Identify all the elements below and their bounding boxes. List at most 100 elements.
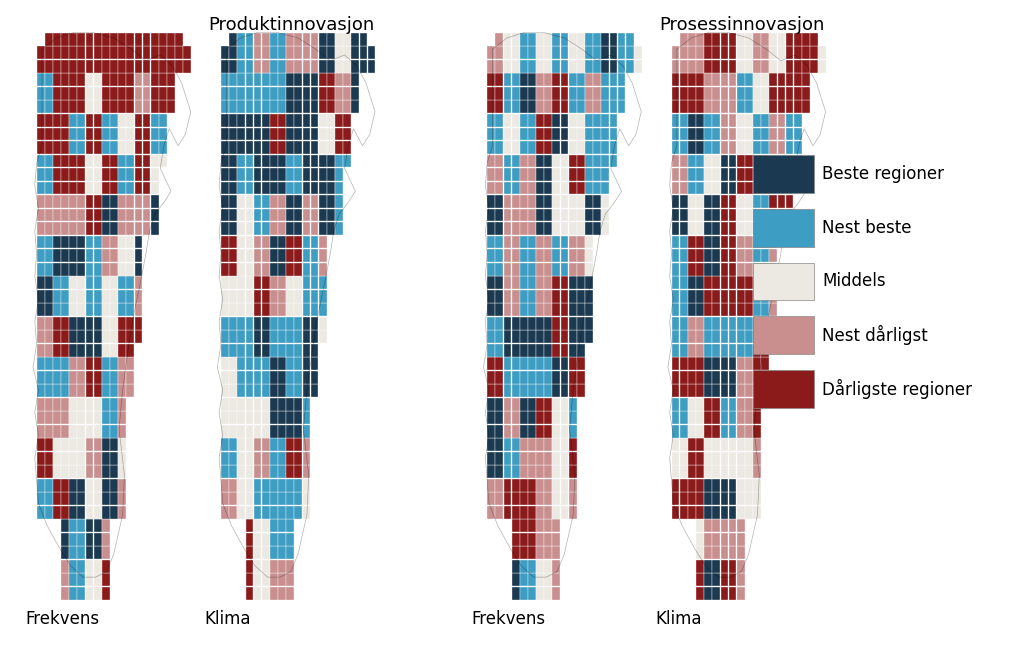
Bar (254, 208, 261, 221)
Bar (102, 249, 110, 262)
Bar (504, 249, 511, 262)
Bar (769, 87, 777, 100)
Bar (769, 222, 777, 235)
Bar (705, 60, 712, 73)
Bar (335, 128, 343, 141)
Bar (680, 303, 687, 316)
Bar (53, 398, 60, 411)
Bar (561, 114, 568, 127)
Bar (721, 155, 728, 168)
Bar (705, 141, 712, 154)
Bar (753, 506, 761, 519)
Bar (761, 249, 769, 262)
Bar (221, 222, 228, 235)
Bar (254, 46, 261, 59)
Bar (118, 60, 126, 73)
Bar (577, 263, 585, 275)
Bar (688, 398, 695, 411)
Bar (335, 182, 343, 194)
Bar (585, 303, 593, 316)
Bar (53, 330, 60, 343)
Bar (183, 46, 191, 59)
Bar (111, 276, 118, 289)
Bar (45, 46, 52, 59)
Bar (705, 114, 712, 127)
Bar (238, 452, 245, 464)
Bar (287, 492, 294, 505)
Bar (151, 74, 159, 86)
Bar (118, 101, 126, 114)
Bar (94, 425, 101, 438)
Bar (729, 33, 736, 46)
Bar (287, 587, 294, 600)
Bar (745, 235, 753, 248)
Bar (737, 195, 744, 208)
Bar (221, 290, 228, 303)
Bar (295, 182, 302, 194)
Bar (520, 479, 527, 491)
Bar (737, 479, 744, 491)
Bar (229, 466, 237, 478)
Bar (94, 466, 101, 478)
Bar (487, 506, 495, 519)
Bar (70, 425, 77, 438)
Bar (167, 33, 175, 46)
Bar (167, 46, 175, 59)
Bar (761, 128, 769, 141)
Bar (287, 330, 294, 343)
Bar (512, 398, 519, 411)
Bar (761, 87, 769, 100)
Bar (295, 101, 302, 114)
Bar (134, 141, 142, 154)
Bar (318, 182, 327, 194)
Bar (70, 533, 77, 546)
Bar (102, 46, 110, 59)
Bar (126, 222, 134, 235)
Bar (729, 479, 736, 491)
Bar (528, 46, 536, 59)
Bar (53, 439, 60, 451)
Bar (70, 587, 77, 600)
Bar (61, 101, 69, 114)
Bar (238, 398, 245, 411)
Bar (37, 303, 44, 316)
Bar (737, 560, 744, 573)
Bar (142, 155, 151, 168)
Bar (753, 317, 761, 330)
Bar (78, 344, 85, 357)
Bar (688, 492, 695, 505)
Bar (111, 344, 118, 357)
Bar (487, 384, 495, 397)
Bar (487, 425, 495, 438)
Bar (568, 371, 577, 384)
Bar (672, 222, 679, 235)
Bar (769, 168, 777, 181)
Bar (721, 330, 728, 343)
Bar (94, 452, 101, 464)
Bar (270, 290, 278, 303)
Bar (528, 276, 536, 289)
Bar (86, 344, 93, 357)
Bar (545, 560, 552, 573)
Bar (254, 357, 261, 370)
Bar (601, 141, 609, 154)
Bar (585, 87, 593, 100)
Bar (61, 33, 69, 46)
Bar (53, 506, 60, 519)
Bar (561, 141, 568, 154)
Bar (504, 506, 511, 519)
Bar (528, 479, 536, 491)
Bar (487, 87, 495, 100)
Bar (713, 492, 720, 505)
Bar (221, 371, 228, 384)
Bar (238, 155, 245, 168)
Bar (553, 330, 560, 343)
Bar (335, 168, 343, 181)
Bar (262, 222, 269, 235)
Bar (794, 155, 802, 168)
Bar (753, 303, 761, 316)
Bar (745, 452, 753, 464)
Bar (561, 263, 568, 275)
Bar (713, 235, 720, 248)
Bar (238, 263, 245, 275)
